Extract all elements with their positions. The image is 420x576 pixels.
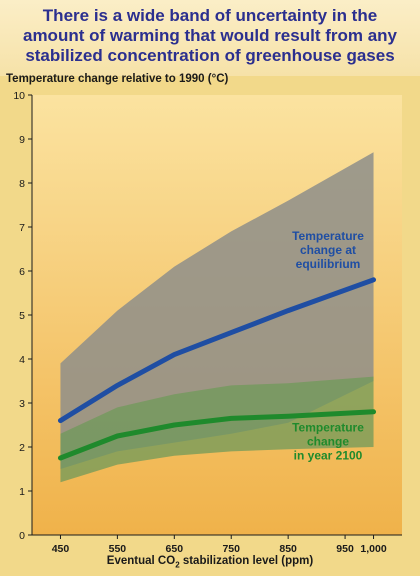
x-tick-label-950: 950 [336,543,354,555]
annotation-equilibrium-line-2: equilibrium [296,257,361,271]
y-tick-label-5: 5 [19,310,25,322]
y-tick-label-6: 6 [19,266,25,278]
y-tick-label-2: 2 [19,442,25,454]
y-tick-label-10: 10 [13,90,25,102]
y-tick-label-9: 9 [19,134,25,146]
x-axis-label-suffix: stabilization level (ppm) [179,555,314,567]
x-tick-label-850: 850 [279,543,297,555]
y-axis-label: Temperature change relative to 1990 (°C) [6,73,229,85]
y-tick-label-3: 3 [19,398,25,410]
annotation-year2100-line-2: in year 2100 [294,449,363,463]
line-year2100 [57,409,377,461]
x-tick-label-550: 550 [109,543,127,555]
x-axis-label: Eventual CO2 stabilization level (ppm) [0,555,420,569]
x-tick-label-450: 450 [52,543,70,555]
annotation-equilibrium-line-0: Temperature [292,229,364,243]
y-tick-label-0: 0 [19,530,25,542]
annotation-year2100-line-1: change [307,435,349,449]
y-tick-label-4: 4 [19,354,25,366]
x-axis-label-prefix: Eventual CO [106,555,176,567]
header-band [0,0,420,76]
y-tick-label-1: 1 [19,486,25,498]
line-equilibrium [57,277,377,424]
x-tick-label-1000: 1,000 [360,543,386,555]
x-tick-label-750: 750 [222,543,240,555]
chart-title: There is a wide band of uncertainty in t… [22,6,398,65]
y-tick-label-7: 7 [19,222,25,234]
x-axis-label-subscript: 2 [175,560,180,570]
band-year2100 [60,376,374,483]
annotation-equilibrium-line-1: change at [300,243,356,257]
x-tick-label-650: 650 [166,543,184,555]
y-tick-label-8: 8 [19,178,25,190]
annotation-year2100-line-0: Temperature [292,421,364,435]
